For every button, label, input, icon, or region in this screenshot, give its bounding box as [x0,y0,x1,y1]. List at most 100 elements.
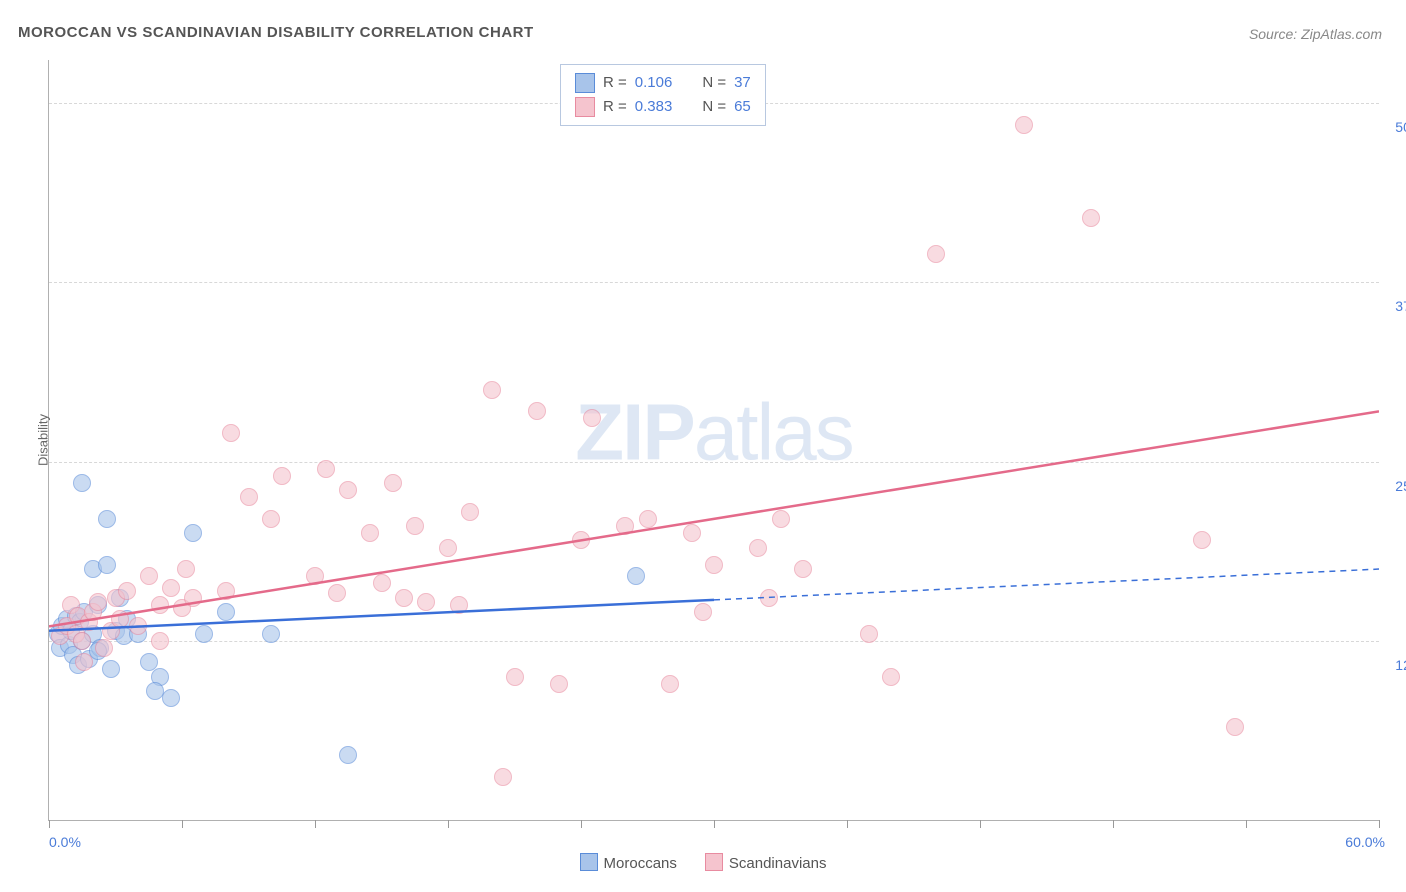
scatter-point-scandinavians [73,632,91,650]
scatter-point-scandinavians [89,593,107,611]
scatter-point-scandinavians [927,245,945,263]
n-label: N = [702,95,726,119]
scatter-point-moroccans [627,567,645,585]
scatter-point-scandinavians [483,381,501,399]
scatter-point-scandinavians [583,409,601,427]
scatter-point-scandinavians [384,474,402,492]
x-tick [49,820,50,828]
scatter-point-scandinavians [528,402,546,420]
scatter-point-scandinavians [705,556,723,574]
scatter-point-scandinavians [494,768,512,786]
scatter-point-scandinavians [111,610,129,628]
scatter-point-scandinavians [75,653,93,671]
x-tick [448,820,449,828]
scatter-point-scandinavians [550,675,568,693]
correlation-legend: R =0.106N =37R =0.383N =65 [560,64,766,126]
scatter-point-scandinavians [222,424,240,442]
gridline [49,462,1379,463]
scatter-point-moroccans [217,603,235,621]
scatter-point-scandinavians [882,668,900,686]
regression-line-scandinavians [49,411,1379,626]
n-value: 65 [734,95,751,119]
scatter-point-scandinavians [262,510,280,528]
scatter-point-scandinavians [683,524,701,542]
scatter-point-moroccans [102,660,120,678]
r-label: R = [603,71,627,95]
scatter-point-scandinavians [118,582,136,600]
x-tick [1113,820,1114,828]
scatter-point-scandinavians [860,625,878,643]
legend-item: Scandinavians [705,855,827,872]
scatter-point-scandinavians [450,596,468,614]
scatter-point-scandinavians [184,589,202,607]
scatter-point-scandinavians [317,460,335,478]
n-value: 37 [734,71,751,95]
scatter-point-scandinavians [639,510,657,528]
x-tick [980,820,981,828]
scatter-point-moroccans [262,625,280,643]
x-tick-label: 60.0% [1345,834,1385,850]
scatter-point-scandinavians [417,593,435,611]
x-tick [1246,820,1247,828]
legend-label: Moroccans [604,855,677,872]
scatter-point-scandinavians [439,539,457,557]
legend-swatch [575,73,595,93]
x-tick [315,820,316,828]
scatter-point-moroccans [73,474,91,492]
scatter-point-scandinavians [661,675,679,693]
r-label: R = [603,95,627,119]
scatter-point-scandinavians [129,617,147,635]
chart-title: MOROCCAN VS SCANDINAVIAN DISABILITY CORR… [18,24,534,41]
y-tick-label: 25.0% [1395,478,1406,494]
scatter-point-moroccans [162,689,180,707]
scatter-point-scandinavians [373,574,391,592]
regression-line-moroccans-extrapolated [714,569,1379,600]
x-tick [182,820,183,828]
scatter-point-scandinavians [694,603,712,621]
scatter-point-scandinavians [140,567,158,585]
scatter-point-moroccans [98,556,116,574]
scatter-point-scandinavians [217,582,235,600]
scatter-point-scandinavians [794,560,812,578]
y-tick-label: 12.5% [1395,657,1406,673]
x-tick [714,820,715,828]
scatter-point-moroccans [339,746,357,764]
scatter-point-scandinavians [1226,718,1244,736]
legend-swatch [580,853,598,871]
x-tick [847,820,848,828]
scatter-point-scandinavians [616,517,634,535]
scatter-point-scandinavians [306,567,324,585]
scatter-point-scandinavians [760,589,778,607]
scatter-point-scandinavians [406,517,424,535]
regression-overlay [49,60,1379,820]
regression-line-moroccans [49,600,714,631]
legend-row: R =0.106N =37 [575,71,751,95]
scatter-point-scandinavians [339,481,357,499]
scatter-point-scandinavians [177,560,195,578]
scatter-point-scandinavians [361,524,379,542]
scatter-point-moroccans [146,682,164,700]
legend-swatch [705,853,723,871]
y-tick-label: 50.0% [1395,119,1406,135]
source-attribution: Source: ZipAtlas.com [1249,26,1382,42]
scatter-point-moroccans [98,510,116,528]
chart-container: MOROCCAN VS SCANDINAVIAN DISABILITY CORR… [0,0,1406,892]
scatter-point-scandinavians [1082,209,1100,227]
scatter-point-scandinavians [772,510,790,528]
legend-item: Moroccans [580,855,677,872]
scatter-point-scandinavians [506,668,524,686]
scatter-point-scandinavians [749,539,767,557]
scatter-point-scandinavians [1015,116,1033,134]
scatter-point-scandinavians [162,579,180,597]
y-tick-label: 37.5% [1395,298,1406,314]
watermark: ZIPatlas [575,387,852,479]
x-tick [581,820,582,828]
r-value: 0.106 [635,71,673,95]
scatter-point-moroccans [195,625,213,643]
series-legend: Moroccans Scandinavians [0,853,1406,872]
scatter-point-scandinavians [151,596,169,614]
scatter-point-scandinavians [151,632,169,650]
scatter-point-scandinavians [240,488,258,506]
scatter-point-scandinavians [328,584,346,602]
legend-row: R =0.383N =65 [575,95,751,119]
